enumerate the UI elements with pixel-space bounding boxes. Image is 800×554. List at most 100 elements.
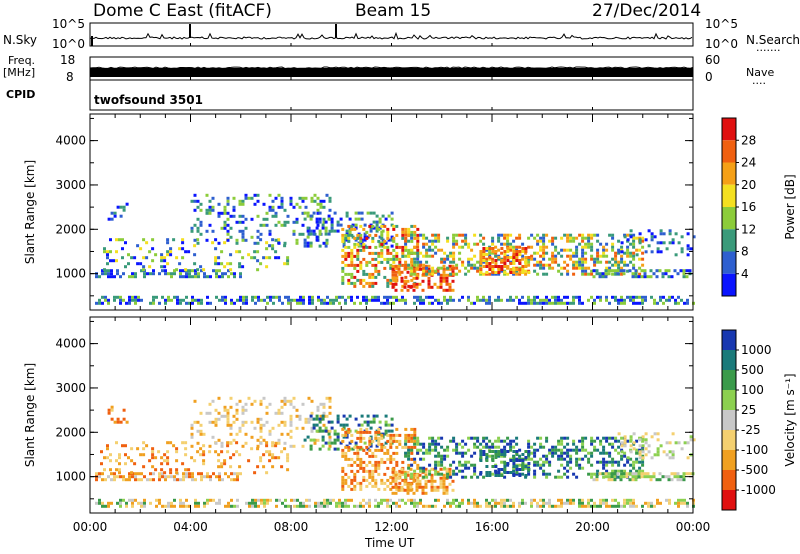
echo-cell [653, 301, 656, 305]
echo-cell [206, 301, 209, 305]
echo-cell [629, 233, 633, 237]
echo-cell [386, 281, 390, 285]
echo-cell [254, 498, 257, 502]
echo-cell [443, 457, 447, 461]
echo-cell [241, 229, 245, 233]
echo-cell [366, 211, 370, 215]
echo-cell [377, 487, 381, 491]
echo-cell [214, 417, 218, 421]
echo-cell [158, 301, 161, 305]
echo-cell [410, 230, 414, 234]
echo-cell [109, 259, 112, 263]
echo-cell [217, 214, 221, 218]
echo-cell [359, 466, 363, 470]
echo-cell [607, 269, 611, 273]
echo-cell [607, 272, 611, 276]
echo-cell [676, 475, 680, 479]
velocity-colorbar-swatch [722, 370, 736, 390]
echo-cell [119, 301, 122, 305]
echo-cell [215, 501, 218, 505]
echo-cell [328, 229, 332, 233]
echo-cell [229, 214, 233, 218]
echo-cell [416, 251, 420, 255]
echo-cell [341, 448, 345, 452]
echo-cell [682, 478, 686, 482]
echo-cell [166, 456, 170, 460]
echo-cell [412, 276, 416, 280]
echo-cell [656, 250, 660, 254]
echo-cell [452, 460, 456, 464]
echo-cell [311, 295, 314, 299]
echo-cell [254, 301, 257, 305]
echo-cell [448, 473, 452, 477]
echo-cell [166, 441, 170, 445]
echo-cell [407, 284, 411, 288]
echo-cell [395, 295, 398, 299]
echo-cell [572, 254, 576, 258]
echo-cell [391, 470, 395, 474]
echo-cell [424, 479, 428, 483]
echo-cell [452, 260, 456, 264]
echo-cell [356, 504, 359, 508]
echo-cell [131, 275, 134, 279]
echo-cell [244, 420, 248, 424]
echo-cell [443, 298, 446, 302]
echo-cell [347, 233, 351, 237]
echo-cell [281, 301, 284, 305]
echo-cell [560, 454, 564, 458]
echo-cell [134, 295, 137, 299]
echo-cell [452, 233, 456, 237]
echo-cell [277, 438, 281, 442]
echo-cell [341, 248, 345, 252]
echo-cell [650, 501, 653, 505]
echo-cell [581, 301, 584, 305]
echo-cell [119, 298, 122, 302]
echo-cell [247, 396, 251, 400]
echo-cell [119, 501, 122, 505]
echo-cell [371, 469, 375, 473]
echo-cell [602, 466, 606, 470]
echo-cell [336, 417, 340, 421]
echo-cell [575, 266, 579, 270]
echo-cell [390, 423, 394, 427]
echo-cell [575, 457, 579, 461]
echo-cell [104, 295, 107, 299]
echo-cell [518, 474, 522, 477]
echo-cell [142, 447, 146, 451]
echo-cell [253, 399, 257, 403]
echo-cell [572, 448, 576, 452]
echo-cell [491, 450, 495, 453]
echo-cell [371, 281, 375, 285]
echo-cell [581, 498, 584, 502]
echo-cell [175, 459, 179, 463]
echo-cell [140, 269, 143, 273]
echo-cell [152, 478, 155, 482]
echo-cell [674, 441, 678, 445]
echo-cell [151, 247, 155, 251]
echo-cell [295, 202, 299, 206]
echo-cell [428, 272, 432, 276]
echo-cell [98, 275, 101, 279]
echo-cell [283, 399, 287, 403]
echo-cell [590, 504, 593, 508]
echo-cell [554, 257, 558, 261]
echo-cell [116, 501, 119, 505]
echo-cell [181, 462, 185, 466]
echo-cell [238, 465, 242, 469]
echo-cell [143, 275, 146, 279]
echo-cell [644, 432, 648, 436]
echo-cell [226, 223, 230, 227]
echo-cell [406, 491, 410, 495]
echo-cell [587, 451, 591, 455]
echo-cell [641, 460, 645, 464]
echo-cell [353, 275, 357, 279]
echo-cell [620, 245, 624, 249]
echo-cell [391, 267, 395, 271]
echo-cell [142, 238, 146, 242]
echo-cell [655, 275, 659, 279]
echo-cell [323, 501, 326, 505]
echo-cell [164, 475, 167, 479]
echo-cell [557, 448, 561, 452]
echo-cell [635, 248, 639, 252]
echo-cell [494, 250, 498, 253]
